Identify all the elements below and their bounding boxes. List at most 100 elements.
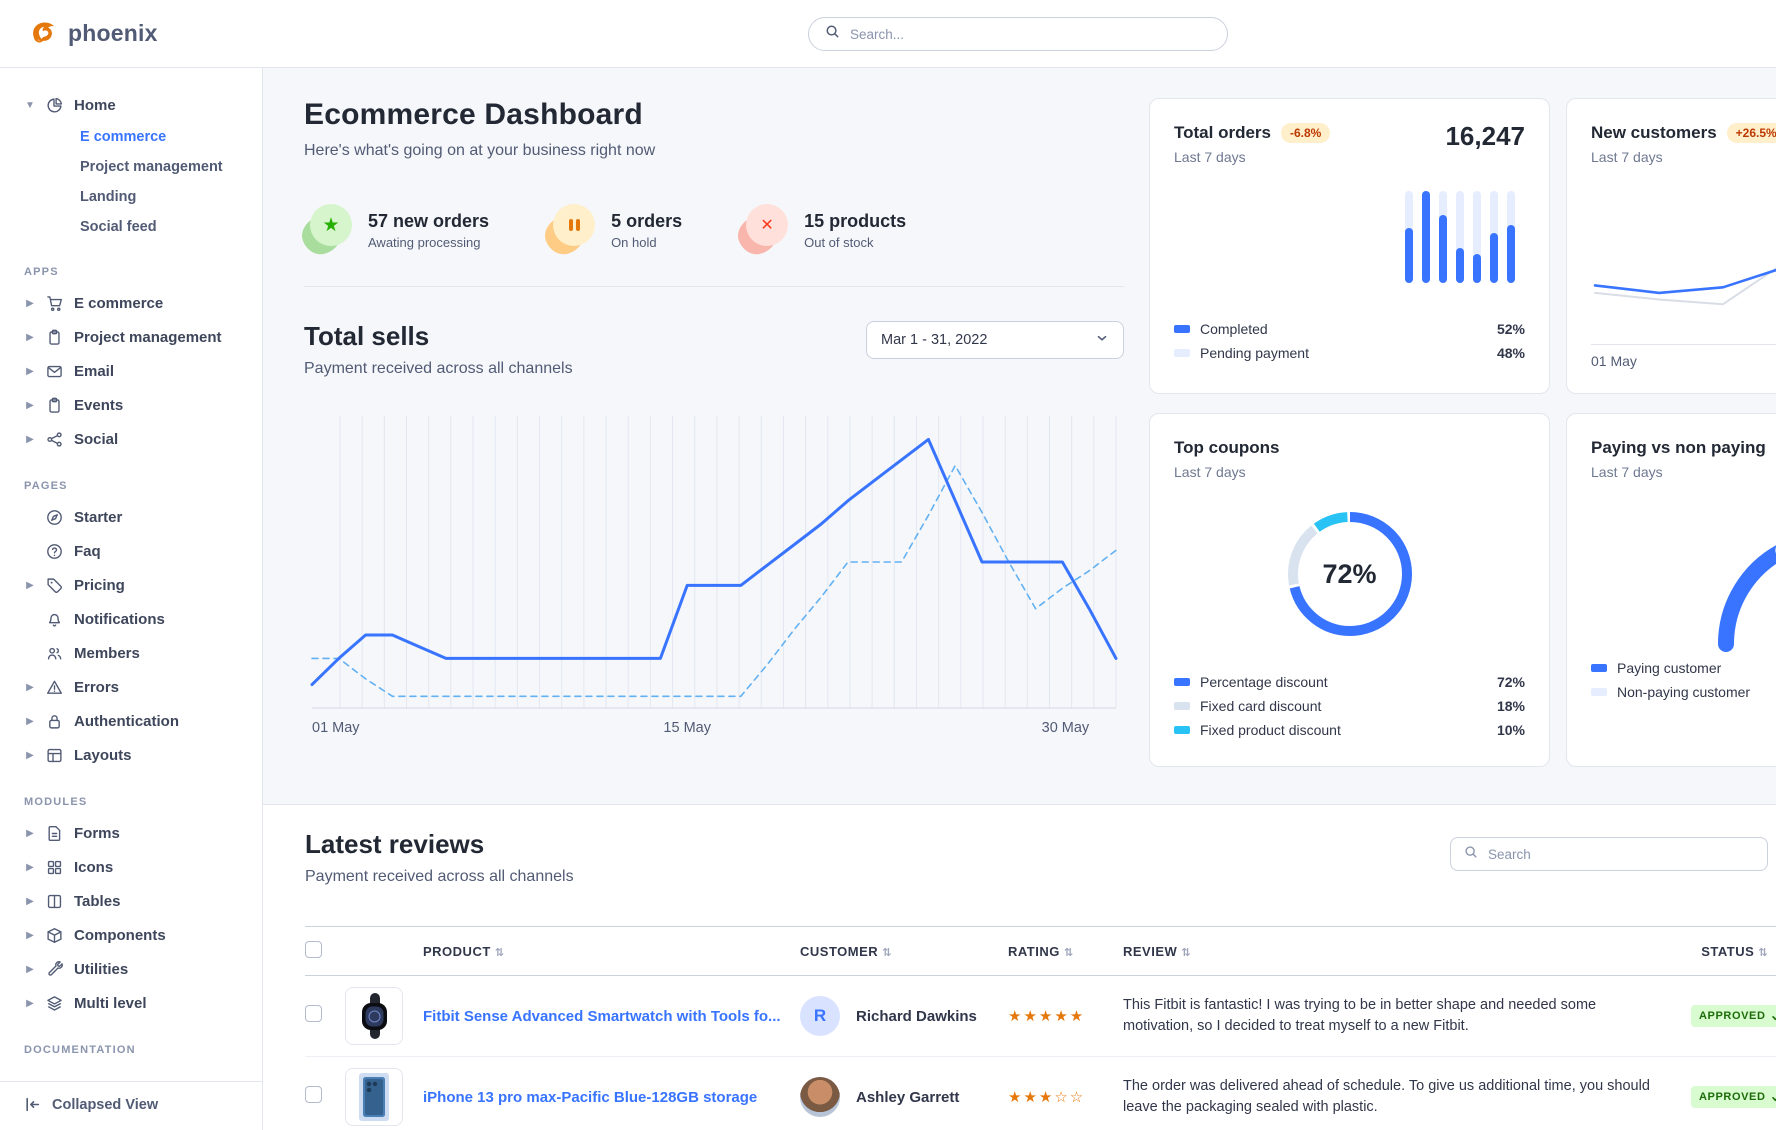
caret-right-icon: ▶ — [26, 895, 34, 907]
caret-right-icon: ▶ — [26, 433, 34, 445]
svg-text:01 May: 01 May — [312, 720, 360, 736]
sidebar-item-members[interactable]: Members — [0, 636, 262, 670]
caret-right-icon: ▶ — [26, 297, 34, 309]
sidebar-item-utilities[interactable]: ▶ Utilities — [0, 952, 262, 986]
date-range-select[interactable]: Mar 1 - 31, 2022 — [866, 321, 1124, 359]
order-bar — [1507, 191, 1515, 283]
top-coupons-title: Top coupons — [1174, 438, 1280, 457]
product-link[interactable]: Fitbit Sense Advanced Smartwatch with To… — [423, 1007, 781, 1025]
column-header-status[interactable]: STATUS ⇅ — [1691, 926, 1776, 976]
reviews-search-input[interactable] — [1488, 846, 1754, 862]
column-header-review[interactable]: REVIEW ⇅ — [1123, 926, 1691, 976]
layout-icon — [46, 746, 64, 764]
status-badge: APPROVED — [1691, 1005, 1776, 1027]
legend-row: Fixed card discount 18% — [1174, 694, 1525, 718]
order-bar — [1405, 191, 1413, 283]
legend-swatch — [1591, 664, 1607, 672]
caret-right-icon: ▶ — [26, 579, 34, 591]
sidebar-item-faq[interactable]: Faq — [0, 534, 262, 568]
caret-right-icon: ▶ — [26, 331, 34, 343]
product-link[interactable]: iPhone 13 pro max-Pacific Blue-128GB sto… — [423, 1088, 758, 1106]
sidebar-item-project-management[interactable]: Project management — [80, 159, 223, 175]
sidebar-item-label: Social — [74, 430, 119, 448]
sidebar-item-e-commerce[interactable]: E commerce — [80, 129, 167, 145]
sidebar-section-label: DOCUMENTATION — [24, 1044, 136, 1056]
sidebar-item-landing[interactable]: Landing — [80, 189, 137, 205]
legend-label: Fixed product discount — [1200, 722, 1341, 738]
global-search-input[interactable] — [850, 26, 1211, 42]
page-subtitle: Here's what's going on at your business … — [304, 142, 656, 159]
paying-legend: Paying customer Non-paying customer — [1591, 656, 1776, 704]
customer-cell: R Richard Dawkins — [800, 975, 1008, 1057]
sidebar-item-home[interactable]: ▼ Home — [0, 88, 262, 122]
new-customers-title: New customers — [1591, 123, 1717, 142]
sort-icon: ⇅ — [1181, 946, 1192, 959]
iphone-thumb[interactable] — [345, 1068, 403, 1126]
sidebar-item-project-management[interactable]: ▶ Project management — [0, 320, 262, 354]
sidebar-item-label: Tables — [74, 892, 121, 910]
sidebar-item-events[interactable]: ▶ Events — [0, 388, 262, 422]
phoenix-logo[interactable]: phoenix — [0, 16, 158, 51]
smartwatch-thumb[interactable] — [345, 987, 403, 1045]
customer-name: Ashley Garrett — [856, 1088, 960, 1106]
sort-icon: ⇅ — [1758, 946, 1768, 959]
collapsed-view-toggle[interactable]: Collapsed View — [0, 1081, 262, 1130]
stat-label: Out of stock — [804, 234, 874, 250]
paying-period: Last 7 days — [1591, 464, 1663, 480]
check-icon — [1771, 1015, 1776, 1020]
sidebar-item-errors[interactable]: ▶ Errors — [0, 670, 262, 704]
status-cell: APPROVED — [1691, 1056, 1776, 1130]
legend-row: Fixed product discount 10% — [1174, 718, 1525, 742]
legend-swatch — [1174, 726, 1190, 734]
legend-value: 18% — [1496, 698, 1525, 714]
check-icon — [1771, 1096, 1776, 1101]
new-customers-card: New customers +26.5% Last 7 days 01 May — [1566, 98, 1776, 394]
column-header-product[interactable]: PRODUCT ⇅ — [423, 926, 800, 976]
sidebar-item-social[interactable]: ▶ Social — [0, 422, 262, 456]
sidebar-item-icons[interactable]: ▶ Icons — [0, 850, 262, 884]
top-coupons-card: Top coupons Last 7 days 72% Percentage d… — [1149, 413, 1550, 767]
row-checkbox[interactable] — [305, 1086, 322, 1103]
sidebar-item-tables[interactable]: ▶ Tables — [0, 884, 262, 918]
review-cell: The order was delivered ahead of schedul… — [1123, 1056, 1691, 1130]
new-customers-line-chart — [1591, 223, 1776, 332]
stat-label: On hold — [611, 234, 657, 250]
total-orders-card: Total orders -6.8% Last 7 days 16,247 Co… — [1149, 98, 1550, 394]
global-search[interactable] — [808, 17, 1228, 51]
sidebar-item-label: Forms — [74, 824, 120, 842]
row-checkbox-cell — [305, 1056, 345, 1130]
total-orders-badge: -6.8% — [1280, 123, 1331, 143]
sidebar-item-notifications[interactable]: Notifications — [0, 602, 262, 636]
top-coupons-donut-chart: 72% — [1280, 504, 1420, 644]
sidebar-item-components[interactable]: ▶ Components — [0, 918, 262, 952]
sidebar-item-email[interactable]: ▶ Email — [0, 354, 262, 388]
sidebar-item-multi-level[interactable]: ▶ Multi level — [0, 986, 262, 1020]
product-image-cell — [345, 1056, 423, 1130]
sidebar-item-starter[interactable]: Starter — [0, 500, 262, 534]
paying-gauge-chart — [1591, 494, 1776, 652]
row-checkbox-cell — [305, 975, 345, 1057]
caret-right-icon: ▶ — [26, 399, 34, 411]
rating-cell: ★★★★★ — [1008, 975, 1123, 1057]
sidebar-item-layouts[interactable]: ▶ Layouts — [0, 738, 262, 772]
sidebar-item-e-commerce[interactable]: ▶ E commerce — [0, 286, 262, 320]
column-header-customer[interactable]: CUSTOMER ⇅ — [800, 926, 1008, 976]
svg-text:15 May: 15 May — [663, 720, 711, 736]
sidebar-item-forms[interactable]: ▶ Forms — [0, 816, 262, 850]
legend-row: Pending payment 48% — [1174, 341, 1525, 365]
legend-label: Paying customer — [1617, 660, 1722, 676]
column-header-rating[interactable]: RATING ⇅ — [1008, 926, 1123, 976]
sidebar-item-authentication[interactable]: ▶ Authentication — [0, 704, 262, 738]
sidebar-item-pricing[interactable]: ▶ Pricing — [0, 568, 262, 602]
select-all-checkbox[interactable] — [305, 941, 322, 958]
row-checkbox[interactable] — [305, 1005, 322, 1022]
help-circle-icon — [46, 542, 64, 560]
caret-right-icon: ▶ — [26, 681, 34, 693]
legend-row: Percentage discount 72% — [1174, 670, 1525, 694]
select-all-checkbox-cell — [305, 926, 345, 976]
sidebar-item-social-feed[interactable]: Social feed — [80, 219, 157, 235]
reviews-search[interactable] — [1450, 837, 1768, 871]
grid-icon — [46, 858, 64, 876]
caret-right-icon: ▶ — [26, 861, 34, 873]
stat-value: 5 orders — [611, 210, 683, 231]
